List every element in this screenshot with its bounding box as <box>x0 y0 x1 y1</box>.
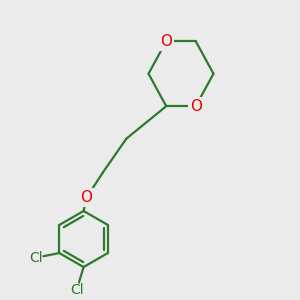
Text: O: O <box>160 34 172 49</box>
Text: O: O <box>190 99 202 114</box>
Text: O: O <box>80 190 92 205</box>
Text: Cl: Cl <box>29 251 42 265</box>
Text: Cl: Cl <box>70 283 83 297</box>
